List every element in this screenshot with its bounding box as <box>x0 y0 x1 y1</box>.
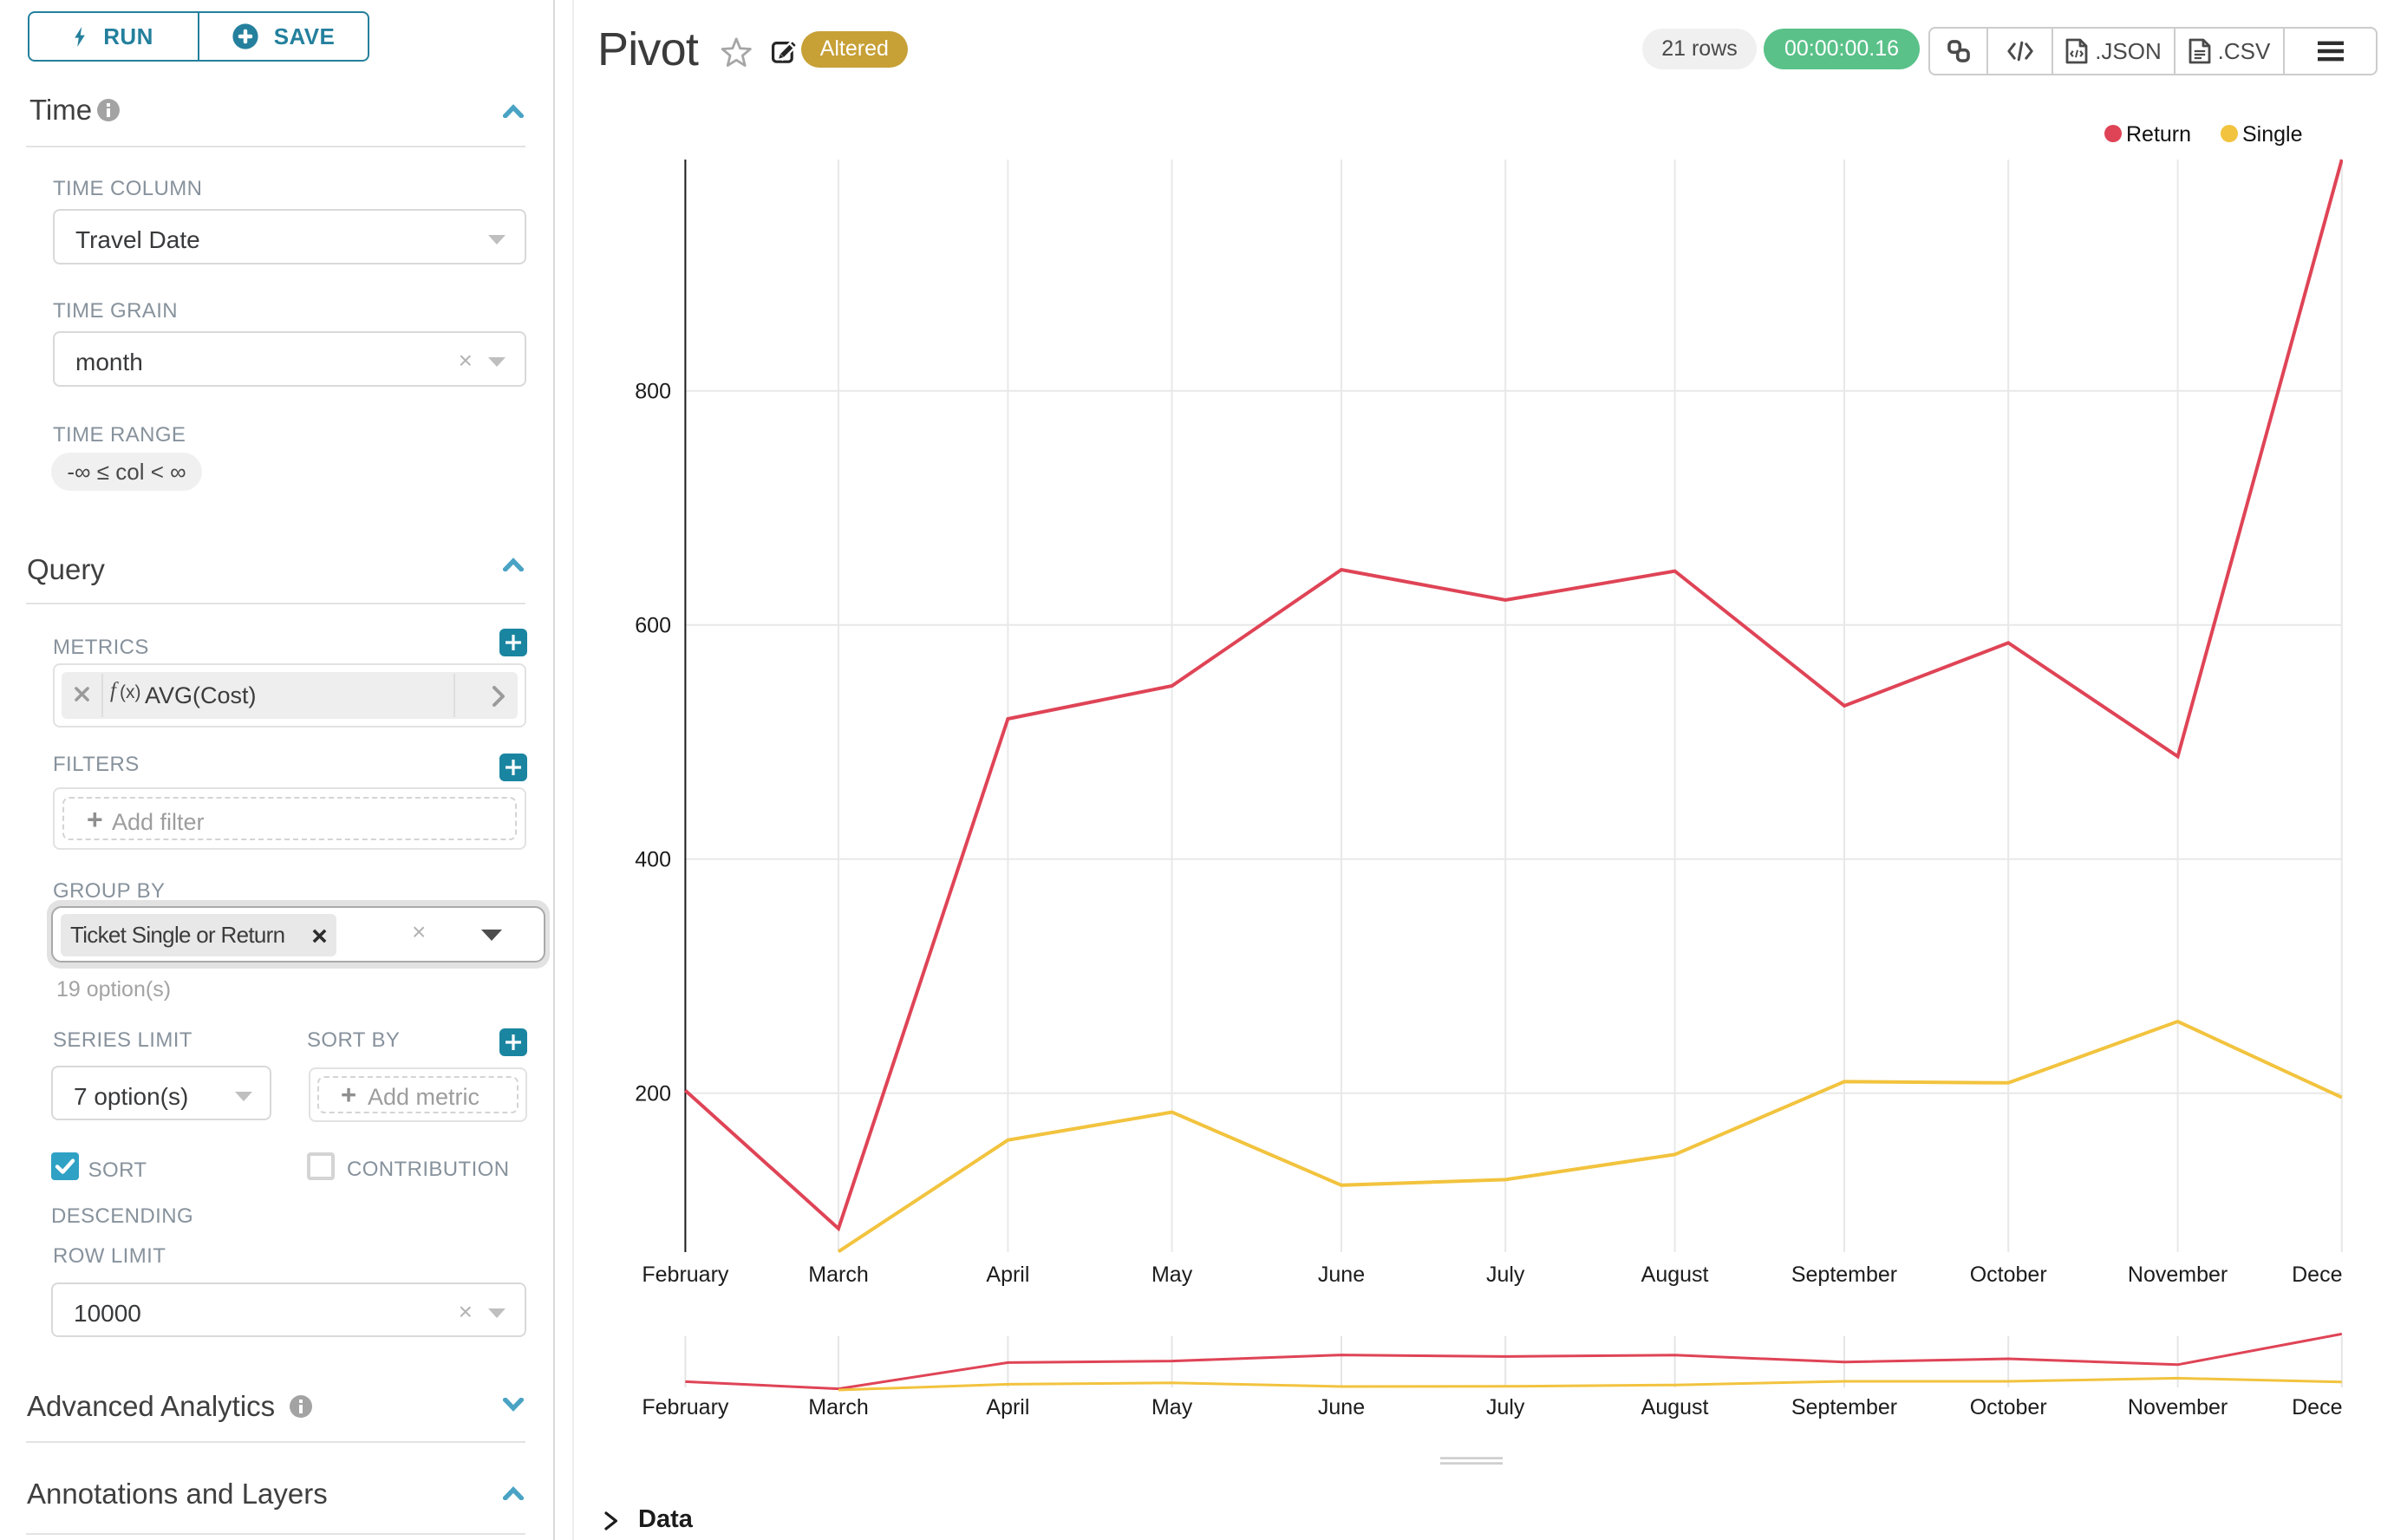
svg-text:September: September <box>1791 1395 1897 1419</box>
svg-text:December: December <box>2292 1263 2343 1287</box>
svg-text:June: June <box>1318 1395 1365 1419</box>
svg-text:400: 400 <box>635 848 671 872</box>
svg-text:February: February <box>642 1395 729 1419</box>
svg-text:August: August <box>1641 1395 1709 1419</box>
svg-text:July: July <box>1486 1395 1525 1419</box>
svg-text:800: 800 <box>635 380 671 404</box>
svg-text:August: August <box>1641 1263 1709 1287</box>
svg-text:May: May <box>1151 1395 1193 1419</box>
svg-text:April: April <box>986 1263 1029 1287</box>
svg-text:October: October <box>1970 1395 2047 1419</box>
svg-text:September: September <box>1791 1263 1897 1287</box>
svg-text:Return: Return <box>2126 123 2191 146</box>
svg-text:600: 600 <box>635 614 671 638</box>
svg-text:November: November <box>2128 1263 2228 1287</box>
svg-text:December: December <box>2292 1395 2343 1419</box>
svg-text:April: April <box>986 1395 1029 1419</box>
svg-text:July: July <box>1486 1263 1525 1287</box>
svg-text:March: March <box>808 1263 868 1287</box>
svg-text:March: March <box>808 1395 868 1419</box>
svg-text:200: 200 <box>635 1082 671 1106</box>
svg-text:June: June <box>1318 1263 1365 1287</box>
svg-text:October: October <box>1970 1263 2047 1287</box>
svg-text:Single: Single <box>2242 123 2303 146</box>
svg-text:May: May <box>1151 1263 1193 1287</box>
svg-text:November: November <box>2128 1395 2228 1419</box>
svg-text:February: February <box>642 1263 729 1287</box>
